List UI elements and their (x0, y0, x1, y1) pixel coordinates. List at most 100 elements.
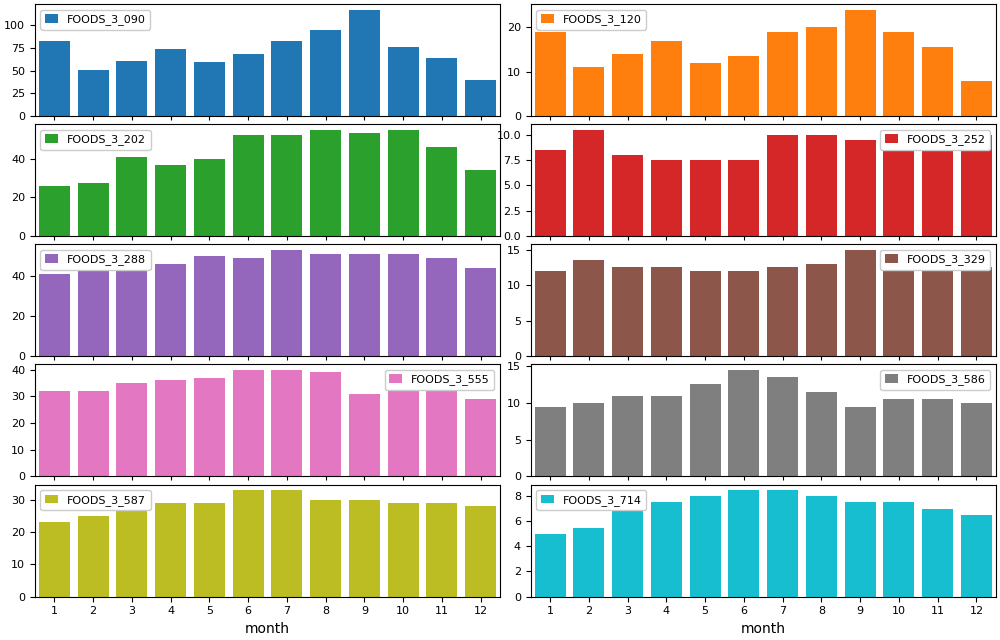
Bar (271, 42, 302, 116)
Legend: FOODS_3_587: FOODS_3_587 (40, 490, 151, 510)
Bar (233, 490, 264, 596)
Bar (806, 28, 837, 116)
Bar (845, 140, 876, 236)
Bar (728, 271, 759, 356)
Bar (690, 160, 721, 236)
Bar (465, 80, 496, 116)
Bar (573, 67, 604, 116)
Bar (271, 490, 302, 596)
Bar (465, 506, 496, 596)
Bar (573, 527, 604, 596)
Bar (349, 394, 380, 476)
Bar (194, 62, 225, 116)
Bar (349, 10, 380, 116)
Bar (573, 403, 604, 476)
Bar (465, 268, 496, 356)
Bar (116, 506, 147, 596)
Bar (651, 268, 682, 356)
Bar (465, 170, 496, 236)
Bar (310, 372, 341, 476)
Bar (612, 396, 643, 476)
Bar (573, 129, 604, 236)
Bar (767, 268, 798, 356)
Bar (767, 490, 798, 596)
Legend: FOODS_3_288: FOODS_3_288 (40, 250, 151, 270)
Bar (651, 160, 682, 236)
Bar (767, 32, 798, 116)
Bar (535, 150, 566, 236)
Bar (728, 370, 759, 476)
Legend: FOODS_3_090: FOODS_3_090 (40, 10, 150, 29)
Bar (883, 502, 914, 596)
Bar (426, 258, 457, 356)
Bar (922, 260, 953, 356)
Bar (39, 186, 70, 236)
Bar (233, 370, 264, 476)
Bar (465, 399, 496, 476)
Bar (961, 403, 992, 476)
Bar (116, 157, 147, 236)
Bar (349, 500, 380, 596)
Bar (806, 496, 837, 596)
Legend: FOODS_3_586: FOODS_3_586 (880, 370, 990, 390)
Bar (271, 136, 302, 236)
Bar (612, 155, 643, 236)
Bar (767, 134, 798, 236)
Bar (883, 399, 914, 476)
Bar (78, 70, 109, 116)
Bar (155, 380, 186, 476)
Bar (426, 503, 457, 596)
Legend: FOODS_3_202: FOODS_3_202 (40, 130, 151, 150)
Bar (349, 134, 380, 236)
Bar (690, 271, 721, 356)
Bar (39, 391, 70, 476)
Bar (194, 378, 225, 476)
Bar (651, 396, 682, 476)
Bar (961, 81, 992, 116)
Bar (39, 522, 70, 596)
Bar (388, 129, 419, 236)
Bar (78, 183, 109, 236)
Bar (116, 270, 147, 356)
Bar (271, 250, 302, 356)
Bar (573, 260, 604, 356)
Legend: FOODS_3_252: FOODS_3_252 (880, 130, 990, 150)
Bar (194, 503, 225, 596)
Bar (233, 136, 264, 236)
Bar (922, 399, 953, 476)
Bar (767, 377, 798, 476)
Bar (155, 264, 186, 356)
Bar (806, 392, 837, 476)
Bar (233, 258, 264, 356)
Bar (651, 40, 682, 116)
Bar (310, 253, 341, 356)
Bar (194, 159, 225, 236)
Bar (78, 270, 109, 356)
Bar (922, 134, 953, 236)
Bar (535, 271, 566, 356)
Bar (426, 58, 457, 116)
Bar (155, 164, 186, 236)
Bar (535, 406, 566, 476)
Bar (310, 500, 341, 596)
Bar (806, 134, 837, 236)
Bar (310, 31, 341, 116)
Legend: FOODS_3_329: FOODS_3_329 (880, 250, 990, 270)
Bar (155, 49, 186, 116)
Bar (426, 388, 457, 476)
Bar (535, 534, 566, 596)
Bar (845, 10, 876, 116)
Bar (271, 370, 302, 476)
Bar (78, 391, 109, 476)
Bar (349, 253, 380, 356)
Bar (426, 147, 457, 236)
Bar (651, 502, 682, 596)
Bar (690, 496, 721, 596)
Legend: FOODS_3_714: FOODS_3_714 (536, 490, 646, 510)
X-axis label: month: month (245, 622, 290, 636)
Bar (39, 274, 70, 356)
Bar (845, 406, 876, 476)
Bar (612, 502, 643, 596)
Bar (612, 268, 643, 356)
Bar (961, 268, 992, 356)
